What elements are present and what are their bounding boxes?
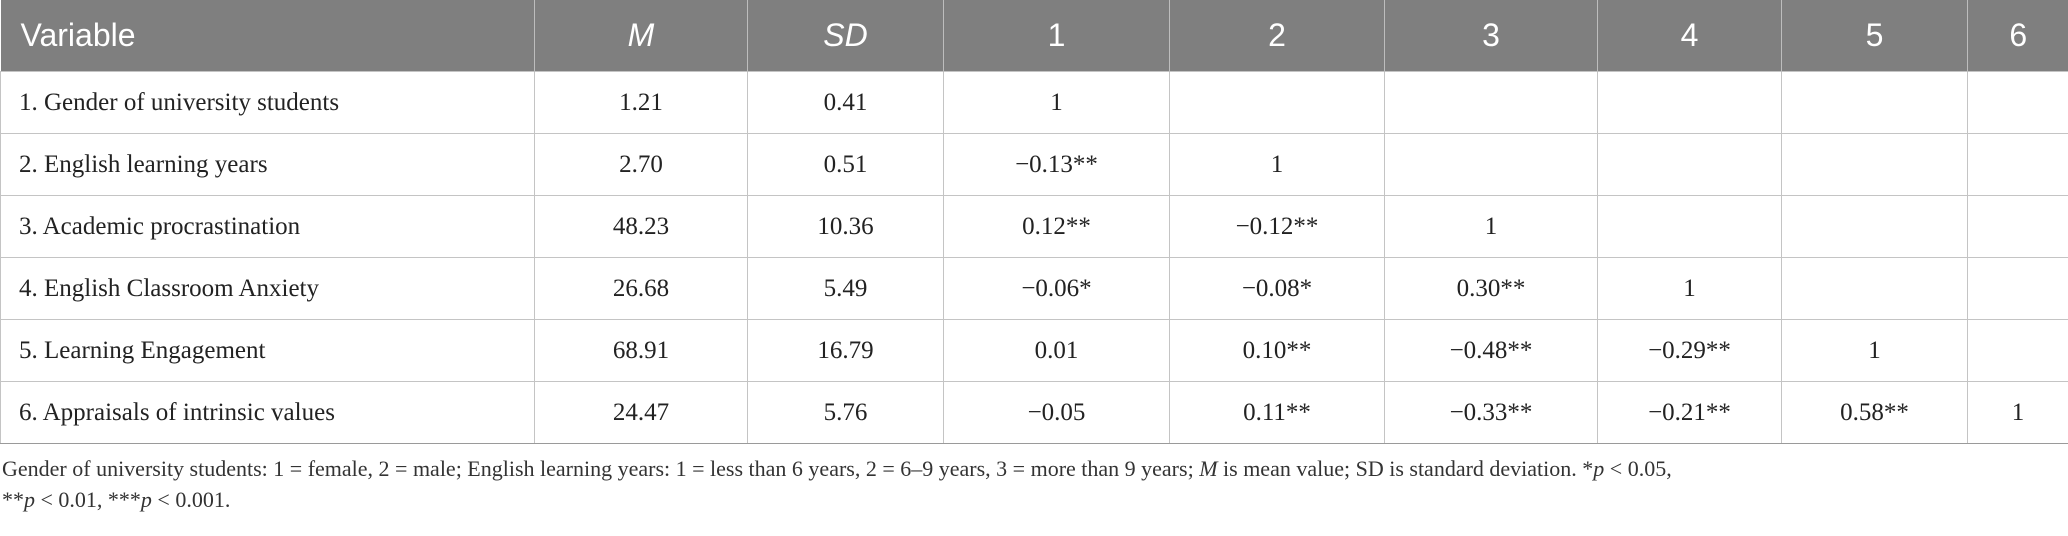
table-row: 2. English learning years 2.70 0.51 −0.1… xyxy=(0,133,2068,196)
corr-cell xyxy=(1781,133,1968,196)
note-m-symbol: M xyxy=(1199,456,1218,481)
corr-cell xyxy=(1781,257,1968,320)
variable-name: 2. English learning years xyxy=(0,133,535,196)
corr-cell: −0.05 xyxy=(943,381,1170,444)
variable-name: 1. Gender of university students xyxy=(0,71,535,134)
table-header-row: Variable M SD 1 2 3 4 5 6 xyxy=(0,0,2068,72)
corr-cell: 1 xyxy=(1597,257,1782,320)
header-col-1: 1 xyxy=(943,0,1170,72)
corr-cell xyxy=(1384,71,1598,134)
correlation-table-figure: Variable M SD 1 2 3 4 5 6 1. Gender of u… xyxy=(0,0,2068,515)
note-text-3: < 0.05, xyxy=(1604,456,1672,481)
table-row: 5. Learning Engagement 68.91 16.79 0.01 … xyxy=(0,319,2068,382)
corr-cell xyxy=(1597,133,1782,196)
table-row: 1. Gender of university students 1.21 0.… xyxy=(0,71,2068,134)
sd-cell: 5.49 xyxy=(747,257,944,320)
table-row: 3. Academic procrastination 48.23 10.36 … xyxy=(0,195,2068,258)
note-p-symbol: p xyxy=(1593,456,1605,481)
variable-name: 5. Learning Engagement xyxy=(0,319,535,382)
note-text-4: ** xyxy=(2,487,24,512)
note-text-6: < 0.001. xyxy=(151,487,231,512)
mean-cell: 48.23 xyxy=(534,195,748,258)
corr-cell: 1 xyxy=(1967,381,2068,444)
corr-cell xyxy=(1169,71,1385,134)
mean-cell: 68.91 xyxy=(534,319,748,382)
header-mean: M xyxy=(534,0,748,72)
corr-cell: 1 xyxy=(1781,319,1968,382)
corr-cell: −0.08* xyxy=(1169,257,1385,320)
corr-cell: 0.58** xyxy=(1781,381,1968,444)
sd-cell: 10.36 xyxy=(747,195,944,258)
corr-cell: 0.11** xyxy=(1169,381,1385,444)
corr-cell xyxy=(1781,195,1968,258)
header-col-3: 3 xyxy=(1384,0,1598,72)
sd-cell: 5.76 xyxy=(747,381,944,444)
table-row: 4. English Classroom Anxiety 26.68 5.49 … xyxy=(0,257,2068,320)
corr-cell: 0.01 xyxy=(943,319,1170,382)
corr-cell xyxy=(1967,71,2068,134)
corr-cell xyxy=(1384,133,1598,196)
corr-cell xyxy=(1967,257,2068,320)
note-text-1: Gender of university students: 1 = femal… xyxy=(2,456,1200,481)
header-col-4: 4 xyxy=(1597,0,1782,72)
sd-cell: 0.51 xyxy=(747,133,944,196)
mean-cell: 2.70 xyxy=(534,133,748,196)
corr-cell xyxy=(1781,71,1968,134)
corr-cell: −0.06* xyxy=(943,257,1170,320)
header-sd: SD xyxy=(747,0,944,72)
corr-cell: 0.10** xyxy=(1169,319,1385,382)
mean-cell: 24.47 xyxy=(534,381,748,444)
corr-cell: −0.21** xyxy=(1597,381,1782,444)
mean-cell: 26.68 xyxy=(534,257,748,320)
corr-cell: 1 xyxy=(1169,133,1385,196)
corr-cell: 0.12** xyxy=(943,195,1170,258)
corr-cell xyxy=(1967,133,2068,196)
corr-cell: 0.30** xyxy=(1384,257,1598,320)
variable-name: 3. Academic procrastination xyxy=(0,195,535,258)
correlation-table: Variable M SD 1 2 3 4 5 6 1. Gender of u… xyxy=(0,0,2068,444)
variable-name: 6. Appraisals of intrinsic values xyxy=(0,381,535,444)
sd-cell: 16.79 xyxy=(747,319,944,382)
note-text-5: < 0.01, *** xyxy=(35,487,141,512)
note-p-symbol: p xyxy=(140,487,152,512)
table-row: 6. Appraisals of intrinsic values 24.47 … xyxy=(0,381,2068,444)
corr-cell: 1 xyxy=(1384,195,1598,258)
corr-cell: −0.48** xyxy=(1384,319,1598,382)
table-footnote: Gender of university students: 1 = femal… xyxy=(0,453,2062,515)
header-variable: Variable xyxy=(0,0,535,72)
note-p-symbol: p xyxy=(24,487,35,512)
header-col-6: 6 xyxy=(1967,0,2068,72)
sd-cell: 0.41 xyxy=(747,71,944,134)
mean-cell: 1.21 xyxy=(534,71,748,134)
header-col-2: 2 xyxy=(1169,0,1385,72)
corr-cell: −0.12** xyxy=(1169,195,1385,258)
corr-cell xyxy=(1967,319,2068,382)
corr-cell xyxy=(1597,195,1782,258)
corr-cell xyxy=(1967,195,2068,258)
corr-cell: −0.13** xyxy=(943,133,1170,196)
corr-cell: −0.33** xyxy=(1384,381,1598,444)
variable-name: 4. English Classroom Anxiety xyxy=(0,257,535,320)
header-col-5: 5 xyxy=(1781,0,1968,72)
corr-cell xyxy=(1597,71,1782,134)
note-text-2: is mean value; SD is standard deviation.… xyxy=(1217,456,1594,481)
corr-cell: −0.29** xyxy=(1597,319,1782,382)
corr-cell: 1 xyxy=(943,71,1170,134)
